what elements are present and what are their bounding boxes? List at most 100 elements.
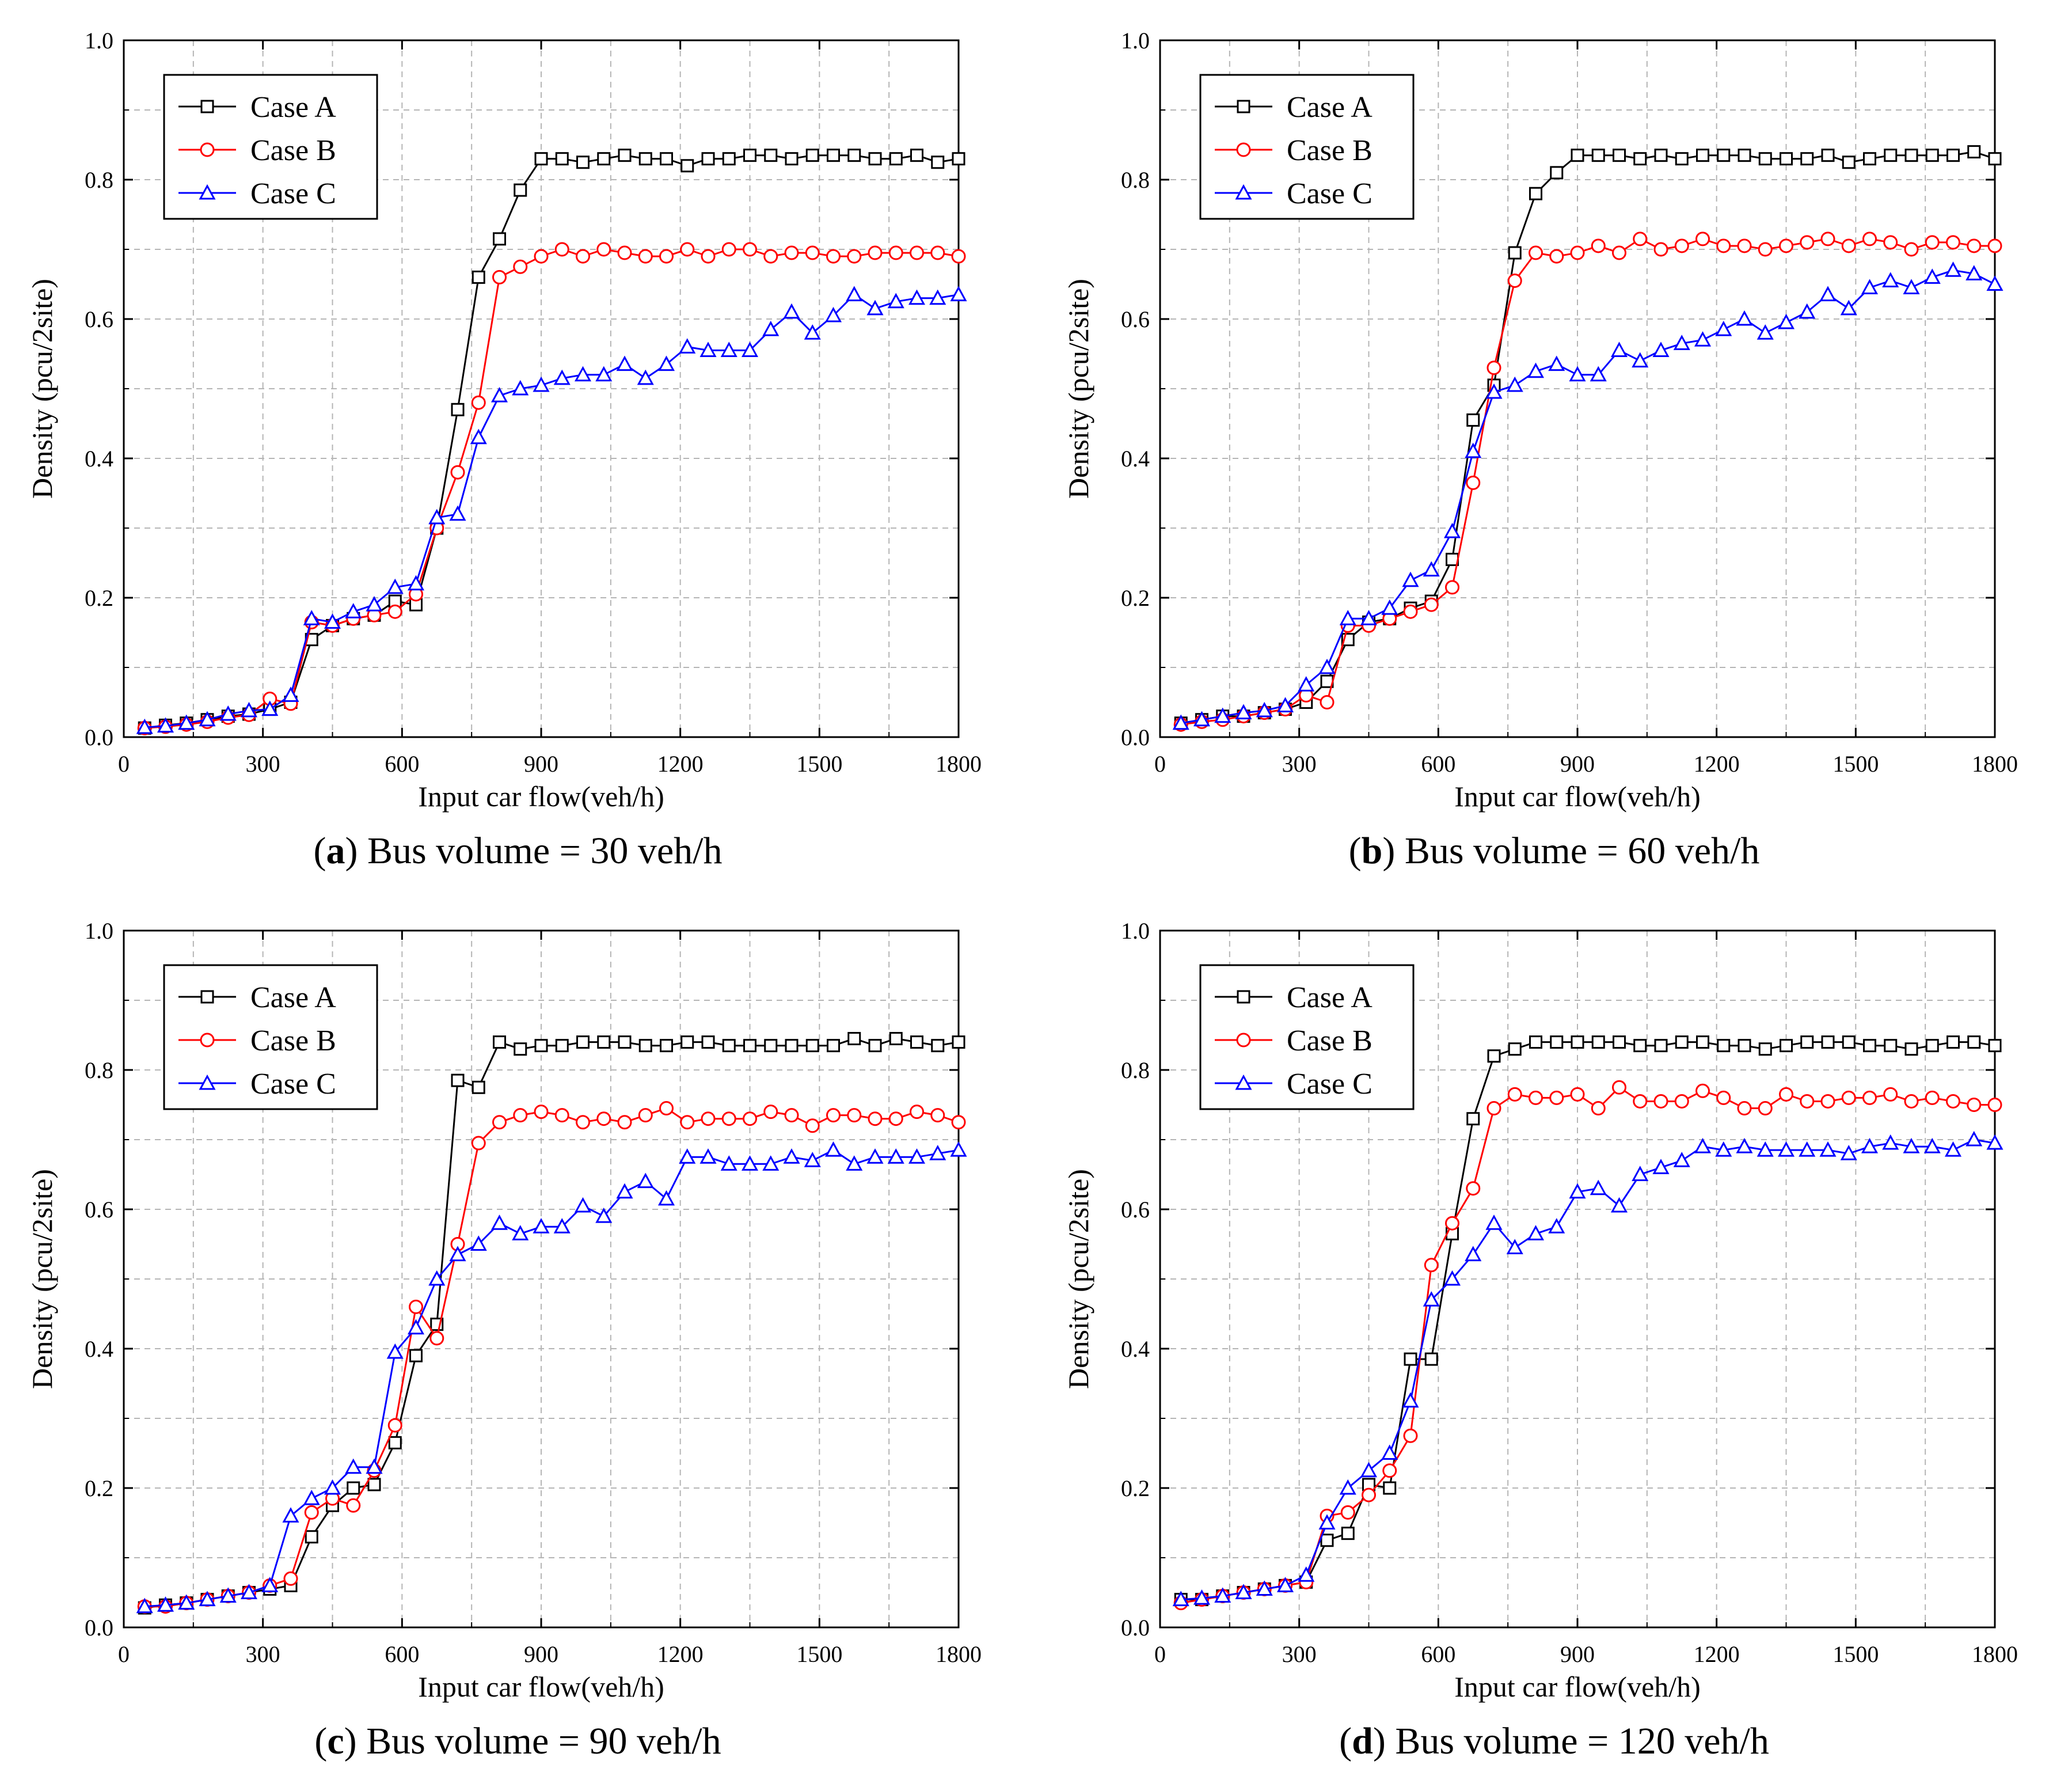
x-tick-label: 900 — [524, 1641, 558, 1667]
data-point — [888, 245, 903, 260]
data-point — [1780, 152, 1793, 166]
data-point — [157, 1596, 174, 1612]
data-point — [887, 293, 904, 309]
series-case-c-b — [1172, 261, 2003, 730]
data-point — [1633, 1039, 1647, 1053]
y-axis-label-a: Density (pcu/2site) — [26, 279, 58, 499]
data-point — [1486, 360, 1501, 375]
y-tick-label: 0.6 — [85, 1197, 113, 1223]
x-tick-label: 600 — [1421, 1641, 1455, 1667]
data-point — [783, 1148, 800, 1164]
data-point — [386, 578, 404, 594]
data-point — [553, 369, 571, 385]
data-point — [1590, 1179, 1607, 1195]
data-point — [951, 1115, 966, 1130]
data-point — [908, 289, 926, 305]
data-point — [720, 1155, 737, 1171]
legend-box — [163, 74, 378, 220]
data-point — [826, 1108, 841, 1123]
x-tick-label: 1800 — [1972, 1641, 2018, 1667]
data-point — [804, 324, 821, 340]
series-case-b-c — [137, 1101, 966, 1614]
caption-d: (d) Bus volume = 120 veh/h — [1339, 1720, 1769, 1762]
caption-c: (c) Bus volume = 90 veh/h — [314, 1720, 721, 1762]
y-tick-label: 0.6 — [85, 306, 113, 332]
data-point — [1925, 1090, 1940, 1105]
x-tick-label: 1500 — [796, 1641, 842, 1667]
x-tick-label: 1500 — [1833, 751, 1879, 777]
data-point — [1925, 1039, 1939, 1053]
data-point — [764, 1039, 778, 1053]
data-point — [1339, 1479, 1356, 1495]
x-tick-label: 1200 — [657, 751, 704, 777]
data-point — [1986, 1134, 2003, 1150]
data-point — [1715, 321, 1732, 336]
legend-marker — [200, 1033, 215, 1047]
data-point — [1715, 1141, 1732, 1157]
series-line — [1181, 238, 1995, 726]
legend-label: Case C — [250, 177, 336, 210]
data-point — [805, 245, 820, 260]
data-point — [743, 1039, 756, 1053]
legend-box — [163, 964, 378, 1110]
chart-d: 0 300 600 900 1200 1500 1800 0.0 0.2 0.4 0.6 0.8 1.0… — [1062, 918, 2018, 1703]
data-point — [1675, 152, 1689, 166]
data-point — [1884, 149, 1898, 162]
data-point — [1863, 152, 1876, 166]
data-point — [1758, 1101, 1773, 1116]
data-point — [1841, 238, 1856, 253]
data-point — [1466, 1112, 1480, 1126]
data-point — [1717, 149, 1731, 162]
data-point — [428, 508, 446, 525]
data-point — [783, 303, 800, 319]
data-point — [1819, 1141, 1837, 1157]
data-point — [386, 1343, 404, 1359]
data-point — [657, 355, 675, 371]
data-point — [1694, 331, 1712, 347]
data-point — [1653, 1094, 1668, 1109]
chart-panel-c: 0 300 600 900 1200 1500 1800 0.0 0.2 0.4 0.6 0.8 1.0… — [0, 890, 1036, 1780]
data-point — [617, 1115, 632, 1130]
data-point — [219, 1587, 237, 1603]
data-point — [1571, 1035, 1584, 1049]
data-point — [827, 149, 840, 162]
y-tick-label: 0.2 — [1121, 585, 1150, 611]
data-point — [1820, 231, 1835, 246]
x-axis-label-b: Input car flow(veh/h) — [1454, 780, 1701, 813]
data-point — [1842, 1035, 1856, 1049]
data-point — [680, 1035, 694, 1049]
data-point — [1736, 1137, 1753, 1153]
data-point — [1923, 1137, 1941, 1153]
legend-label: Case C — [250, 1068, 336, 1100]
y-axis-label-c: Density (pcu/2site) — [26, 1169, 58, 1389]
data-point — [951, 249, 966, 264]
caption-text-a: Bus volume = 30 veh/h — [367, 830, 723, 872]
data-point — [1485, 1215, 1503, 1230]
data-point — [743, 149, 756, 162]
data-point — [910, 1105, 924, 1119]
legend-label: Case B — [1287, 1024, 1373, 1057]
data-point — [429, 1331, 444, 1346]
data-point — [1382, 1463, 1397, 1478]
data-point — [680, 242, 695, 257]
x-tick-label: 300 — [246, 751, 280, 777]
data-point — [1506, 1239, 1523, 1255]
data-point — [699, 341, 717, 357]
data-point — [178, 714, 195, 730]
data-point — [367, 1478, 381, 1491]
caption-label-a: a — [326, 830, 345, 872]
data-point — [513, 259, 528, 274]
data-point — [534, 152, 548, 166]
data-point — [596, 242, 611, 257]
data-point — [1465, 1246, 1482, 1262]
x-tick-label: 1500 — [1833, 1641, 1879, 1667]
data-point — [597, 152, 611, 166]
y-tick-label: 1.0 — [85, 28, 113, 54]
data-point — [1946, 235, 1960, 250]
legend-marker — [1237, 990, 1250, 1004]
ticks-b: 0 300 600 900 1200 1500 1800 0.0 0.2 0.4 0.6 0.8 1.0 — [1121, 28, 2018, 777]
data-point — [660, 1039, 673, 1053]
data-point — [1758, 1042, 1772, 1056]
data-point — [534, 1039, 548, 1053]
data-point — [930, 245, 945, 260]
